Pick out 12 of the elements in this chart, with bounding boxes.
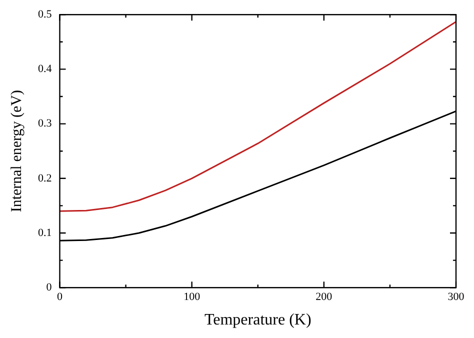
x-tick-label: 200 bbox=[316, 291, 333, 304]
x-tick-label: 300 bbox=[448, 291, 465, 304]
y-tick-label: 0.4 bbox=[38, 63, 52, 76]
x-tick-label: 100 bbox=[184, 291, 201, 304]
y-tick-label: 0.3 bbox=[38, 118, 52, 130]
y-axis-title: Internal energy (eV) bbox=[8, 90, 25, 212]
x-tick-label: 0 bbox=[57, 291, 63, 304]
y-tick-label: 0 bbox=[46, 281, 52, 294]
y-tick-label: 0.2 bbox=[38, 172, 52, 184]
y-tick-label: 0.1 bbox=[38, 226, 52, 239]
y-tick-label: 0.5 bbox=[38, 8, 52, 20]
x-axis-title: Temperature (K) bbox=[204, 312, 312, 329]
